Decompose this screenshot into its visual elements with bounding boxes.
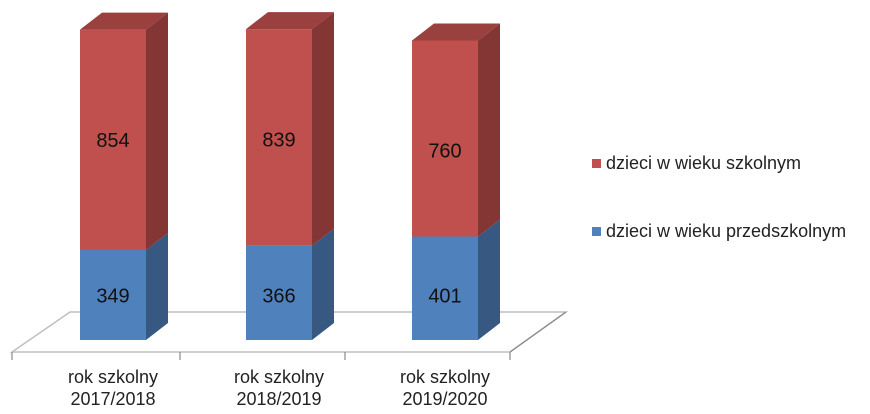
x-tick-label: rok szkolny 2017/2018 [67, 367, 159, 409]
x-tick-label: rok szkolny 2018/2019 [233, 367, 325, 409]
bar-face [312, 228, 334, 340]
bar-segment [246, 12, 334, 246]
data-label: 349 [96, 285, 129, 307]
bar-face [478, 219, 500, 340]
bar-face [146, 232, 168, 340]
legend-label: dzieci w wieku przedszkolnym [606, 221, 847, 241]
data-label: 854 [96, 130, 129, 152]
bar-face [80, 12, 168, 30]
bar-segment [246, 228, 334, 340]
data-label: 401 [428, 285, 461, 307]
bar-face [246, 12, 334, 30]
bar-segment [412, 23, 500, 237]
data-label: 760 [428, 141, 461, 163]
axis-ticks [11, 311, 567, 360]
bar-segment [412, 219, 500, 340]
bar-face [412, 40, 478, 237]
bar-face [246, 29, 312, 246]
bar-face [146, 12, 168, 250]
bar-segment [80, 12, 168, 250]
bar-face [478, 23, 500, 237]
legend-swatch [592, 159, 601, 168]
legend-label: dzieci w wieku szkolnym [606, 153, 802, 173]
bar-face [412, 23, 500, 41]
bar-face [246, 245, 312, 340]
bar-face [412, 236, 478, 340]
data-label: 839 [262, 129, 295, 151]
x-tick-label: rok szkolny 2019/2020 [399, 367, 491, 409]
legend-swatch [592, 227, 601, 236]
bar-face [80, 29, 146, 250]
bar-face [312, 12, 334, 246]
data-label: 366 [262, 285, 295, 307]
bar-face [80, 249, 146, 340]
bar-segment [80, 232, 168, 340]
